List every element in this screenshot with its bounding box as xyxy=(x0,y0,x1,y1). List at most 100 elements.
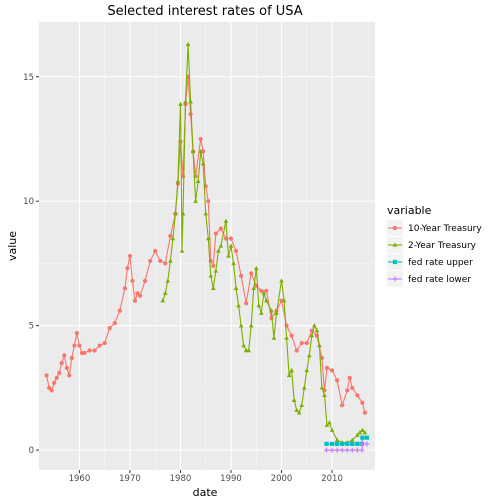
legend-key-marker xyxy=(392,242,398,247)
legend-key-marker xyxy=(392,276,398,282)
data-point xyxy=(324,422,330,427)
data-point xyxy=(206,199,211,204)
data-point xyxy=(362,410,367,415)
data-point xyxy=(180,211,186,216)
data-point xyxy=(359,441,365,447)
data-point xyxy=(132,298,138,303)
plot-background xyxy=(39,22,375,470)
data-point xyxy=(294,407,299,412)
data-point xyxy=(198,148,203,154)
data-point xyxy=(253,265,259,271)
data-point xyxy=(360,400,365,405)
data-point xyxy=(87,348,92,353)
data-point xyxy=(355,441,360,446)
data-point xyxy=(226,253,231,258)
data-point xyxy=(168,233,173,239)
data-point xyxy=(284,323,289,328)
data-point xyxy=(223,218,229,223)
y-tick-label: 15 xyxy=(23,73,34,83)
data-point xyxy=(249,271,254,276)
data-point xyxy=(238,323,244,328)
data-point xyxy=(340,441,345,446)
data-point xyxy=(239,273,244,278)
data-point xyxy=(349,437,355,442)
data-point xyxy=(259,310,264,315)
series-line-2-year-treasury xyxy=(162,44,366,444)
data-point xyxy=(211,263,216,269)
data-point xyxy=(228,236,234,241)
data-point xyxy=(284,335,289,340)
data-point xyxy=(203,211,209,216)
data-point xyxy=(107,326,112,331)
legend-key-marker xyxy=(392,225,398,231)
legend-label: 10-Year Treasury xyxy=(408,224,482,234)
data-point xyxy=(312,323,317,328)
data-point xyxy=(62,353,67,358)
data-point xyxy=(345,388,350,393)
data-point xyxy=(153,248,158,254)
data-point xyxy=(335,378,340,383)
data-point xyxy=(117,308,122,313)
data-point xyxy=(329,368,335,373)
data-point xyxy=(163,290,168,295)
data-point xyxy=(304,340,309,346)
data-point xyxy=(324,441,329,446)
series-line-fed-rate-upper xyxy=(326,437,367,445)
data-point xyxy=(125,266,130,271)
data-point xyxy=(323,447,330,453)
legend-label: fed rate lower xyxy=(408,275,471,285)
data-point xyxy=(329,427,335,432)
y-tick-label: 5 xyxy=(29,322,34,332)
data-point xyxy=(296,410,302,415)
data-point xyxy=(335,441,340,446)
data-point xyxy=(82,350,87,356)
data-point xyxy=(317,343,322,348)
data-point xyxy=(198,136,203,142)
data-point xyxy=(218,243,224,248)
legend-key-marker xyxy=(392,259,398,265)
data-point xyxy=(307,352,312,358)
data-point xyxy=(340,403,345,408)
data-point xyxy=(143,278,148,283)
data-point xyxy=(355,393,360,398)
data-point xyxy=(241,343,246,348)
legend-item: 2-Year Treasury xyxy=(387,237,477,253)
data-point xyxy=(334,447,340,453)
data-point xyxy=(359,447,365,453)
data-point xyxy=(44,373,49,378)
data-point xyxy=(175,178,181,183)
data-point xyxy=(299,402,305,407)
data-point xyxy=(261,290,267,295)
data-point xyxy=(274,310,279,315)
data-point xyxy=(213,231,218,236)
data-point xyxy=(127,253,133,259)
data-point xyxy=(72,343,77,348)
data-point xyxy=(360,435,365,440)
data-point xyxy=(345,441,350,446)
data-point xyxy=(349,447,355,453)
y-axis-title: value xyxy=(6,231,19,261)
data-point xyxy=(350,385,355,390)
data-point xyxy=(130,278,135,283)
x-axis-title: date xyxy=(193,486,218,499)
x-tick-label: 1960 xyxy=(69,474,91,484)
data-point xyxy=(160,298,166,303)
legend-item: 10-Year Treasury xyxy=(387,220,482,236)
data-point xyxy=(360,427,365,432)
data-point xyxy=(329,441,335,446)
legend-item: fed rate lower xyxy=(387,271,471,287)
data-point xyxy=(244,301,249,306)
data-point xyxy=(314,328,320,333)
y-tick-label: 10 xyxy=(23,197,34,207)
data-point xyxy=(281,298,287,303)
data-point xyxy=(54,375,59,381)
data-point xyxy=(216,248,221,253)
legend-label: 2-Year Treasury xyxy=(408,241,477,251)
data-point xyxy=(251,285,257,290)
data-point xyxy=(137,293,143,298)
data-point xyxy=(354,447,360,453)
data-point xyxy=(364,435,370,440)
data-point xyxy=(170,236,176,241)
data-point xyxy=(158,258,163,264)
data-point xyxy=(339,447,345,453)
